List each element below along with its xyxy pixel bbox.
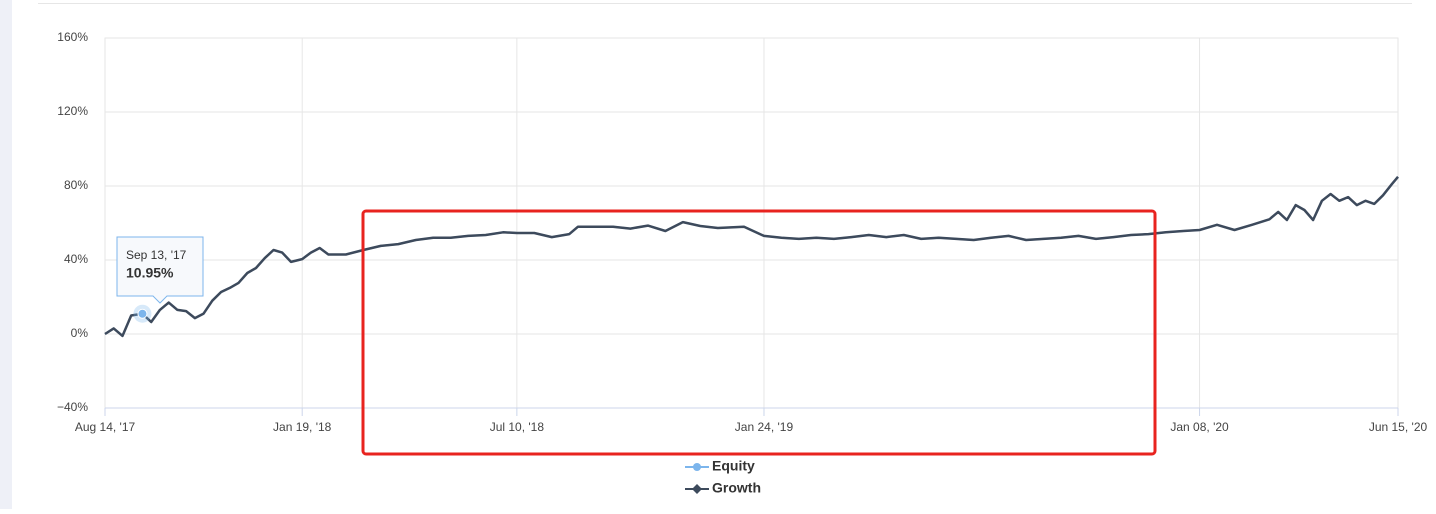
hover-point — [137, 308, 148, 319]
tooltip-date: Sep 13, '17 — [126, 248, 187, 262]
legend-label: Equity — [712, 458, 755, 474]
highlight-box — [361, 209, 1157, 456]
legend: Equity Growth — [685, 458, 761, 496]
y-tick-label: 80% — [64, 178, 88, 192]
plot — [104, 175, 1399, 338]
tooltip: Sep 13, '17 10.95% — [116, 236, 204, 304]
y-tick-label: 40% — [64, 252, 88, 266]
series-line — [104, 175, 1399, 338]
plot-border — [104, 37, 1399, 409]
y-tick-label: 160% — [57, 30, 88, 44]
legend-label: Growth — [712, 480, 761, 496]
series-line — [104, 176, 1399, 337]
tooltip-box — [116, 236, 204, 304]
x-tick-label: Jan 24, '19 — [735, 420, 794, 434]
y-tick-label: −40% — [57, 400, 88, 414]
legend-marker — [692, 484, 702, 494]
x-tick-label: Jun 15, '20 — [1369, 420, 1428, 434]
legend-marker — [693, 463, 701, 471]
x-tick-label: Jul 10, '18 — [490, 420, 545, 434]
x-tick-label: Jan 19, '18 — [273, 420, 332, 434]
x-tick-label: Aug 14, '17 — [75, 420, 136, 434]
x-tick-label: Jan 08, '20 — [1170, 420, 1229, 434]
grid: −40% 0% 40% 80% 120% 160% Aug 14, '17 Jan 19, '… — [57, 30, 1428, 434]
side-strip — [0, 0, 12, 509]
y-tick-label: 120% — [57, 104, 88, 118]
tooltip-value: 10.95% — [126, 265, 174, 281]
y-tick-label: 0% — [71, 326, 89, 340]
